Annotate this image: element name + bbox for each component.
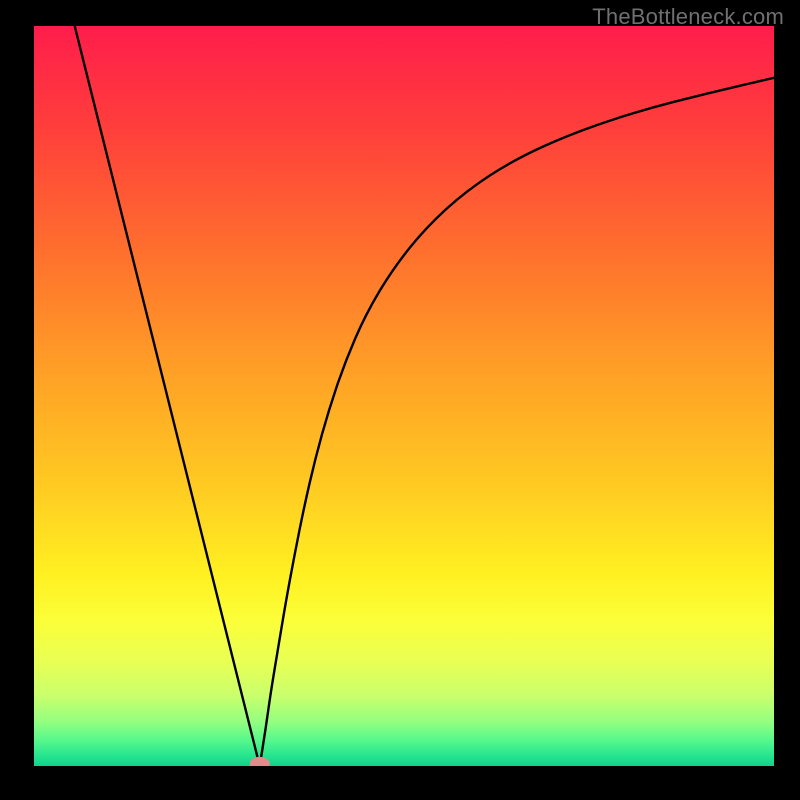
watermark-text: TheBottleneck.com [592,4,784,30]
plot-area [34,26,774,766]
gradient-background [34,26,774,766]
chart-frame: TheBottleneck.com [0,0,800,800]
